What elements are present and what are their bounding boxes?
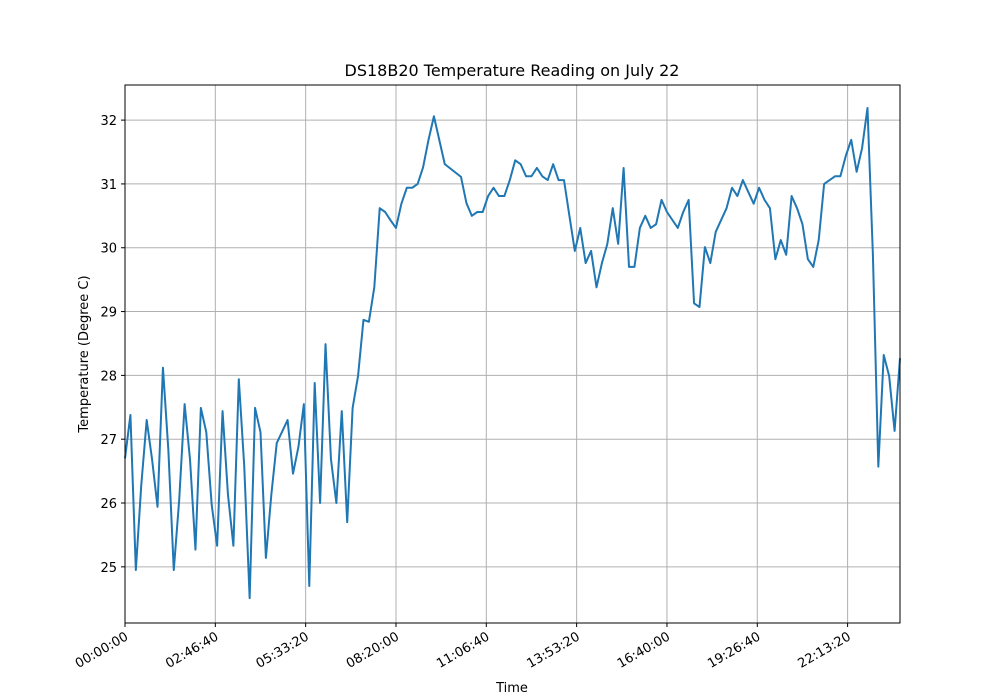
x-tick-label: 11:06:40	[434, 629, 492, 671]
y-tick-label: 31	[100, 178, 117, 193]
y-tick-label: 30	[100, 242, 117, 257]
x-tick-label: 02:46:40	[163, 629, 221, 671]
x-tick-label: 00:00:00	[73, 629, 131, 671]
y-axis-label: Temperature (Degree C)	[77, 275, 92, 433]
x-tick-label: 19:26:40	[705, 629, 763, 671]
x-tick-label: 05:33:20	[254, 629, 312, 671]
chart-title: DS18B20 Temperature Reading on July 22	[345, 61, 680, 80]
y-tick-label: 25	[100, 561, 117, 576]
y-tick-label: 27	[100, 433, 117, 448]
x-tick-label: 13:53:20	[525, 629, 583, 671]
x-tick-label: 22:13:20	[796, 629, 854, 671]
y-tick-label: 29	[100, 306, 117, 321]
x-axis-label: Time	[495, 681, 528, 696]
data-line	[124, 106, 901, 600]
x-tick-label: 16:40:00	[615, 629, 673, 671]
plot-frame	[124, 84, 901, 624]
y-tick-label: 28	[100, 369, 117, 384]
y-tick-label: 26	[100, 497, 117, 512]
x-tick-label: 08:20:00	[344, 629, 402, 671]
y-tick-label: 32	[100, 114, 117, 129]
